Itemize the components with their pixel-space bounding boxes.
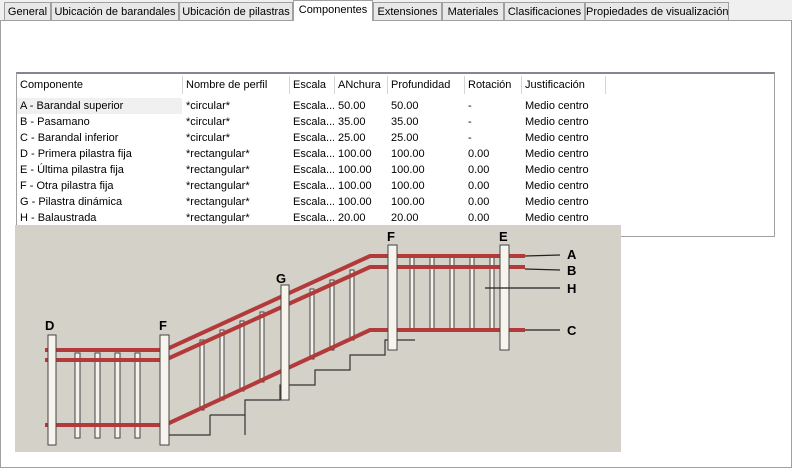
table-cell[interactable]: 35.00 [338,116,366,128]
column-header[interactable]: Profundidad [388,76,465,94]
table-cell[interactable]: Medio centro [525,100,589,112]
table-cell[interactable]: *circular* [186,132,231,144]
diagram-label: G [276,271,286,286]
tab[interactable]: General [4,2,51,20]
diagram-label: B [567,263,576,278]
diagram-label: H [567,281,576,296]
diagram-label: D [45,318,54,333]
table-cell[interactable]: Escala... [293,180,334,192]
diagram-label: F [159,318,167,333]
table-cell[interactable]: *circular* [186,116,231,128]
tab[interactable]: Clasificaciones [504,2,585,20]
table-cell[interactable]: 50.00 [391,100,419,112]
table-cell[interactable]: G - Pilastra dinámica [20,196,123,208]
table-cell[interactable]: Escala... [293,196,334,208]
table-cell[interactable]: Medio centro [525,212,589,224]
table-cell[interactable]: Medio centro [525,164,589,176]
table-cell[interactable]: 100.00 [338,196,372,208]
table-cell[interactable]: 0.00 [468,148,490,160]
diagram-label: E [499,229,508,244]
table-cell[interactable]: 100.00 [338,180,372,192]
tab[interactable]: Extensiones [373,2,442,20]
table-cell[interactable]: F - Otra pilastra fija [20,180,114,192]
diagram-label: C [567,323,577,338]
table-cell[interactable]: 0.00 [468,212,490,224]
table-cell[interactable]: A - Barandal superior [20,100,124,112]
table-cell[interactable]: 35.00 [391,116,419,128]
table-cell[interactable]: 20.00 [338,212,366,224]
table-cell[interactable]: Medio centro [525,196,589,208]
column-header[interactable]: Escala [290,76,335,94]
table-cell[interactable]: *rectangular* [186,196,250,208]
table-cell[interactable]: *circular* [186,100,231,112]
table-cell[interactable]: - [468,116,472,128]
table-cell[interactable]: Medio centro [525,116,589,128]
column-header[interactable]: Componente [17,76,183,94]
tab[interactable]: Ubicación de barandales [51,2,179,20]
column-header[interactable]: ANchura [335,76,388,94]
railing-diagram: A B H C D F G F E [15,225,621,452]
table-cell[interactable]: 50.00 [338,100,366,112]
table-cell[interactable]: 100.00 [391,180,425,192]
column-header[interactable]: Rotación [465,76,522,94]
column-header[interactable]: Nombre de perfil [183,76,290,94]
table-cell[interactable]: B - Pasamano [20,116,90,128]
table-cell[interactable]: H - Balaustrada [20,212,97,224]
table-cell[interactable]: *rectangular* [186,212,250,224]
table-cell[interactable]: E - Última pilastra fija [20,164,124,176]
table-cell[interactable]: Medio centro [525,180,589,192]
table-cell[interactable]: 100.00 [338,164,372,176]
tab[interactable]: Componentes [293,0,373,21]
table-cell[interactable]: Medio centro [525,148,589,160]
table-cell[interactable]: *rectangular* [186,180,250,192]
table-cell[interactable]: *rectangular* [186,164,250,176]
tab[interactable]: Ubicación de pilastras [179,2,293,20]
table-cell[interactable]: - [468,132,472,144]
table-cell[interactable]: 100.00 [338,148,372,160]
table-cell[interactable]: Escala... [293,212,334,224]
table-cell[interactable]: C - Barandal inferior [20,132,119,144]
table-cell[interactable]: 0.00 [468,164,490,176]
table-cell[interactable]: Escala... [293,164,334,176]
table-cell[interactable]: Escala... [293,100,334,112]
table-cell[interactable]: - [468,100,472,112]
diagram-label: A [567,247,577,262]
diagram-label: F [387,229,395,244]
table-cell[interactable]: Escala... [293,116,334,128]
table-cell[interactable]: 0.00 [468,180,490,192]
tab[interactable]: Materiales [442,2,504,20]
table-cell[interactable]: Escala... [293,148,334,160]
table-cell[interactable]: 100.00 [391,196,425,208]
table-cell[interactable]: 100.00 [391,148,425,160]
components-table: Componente Nombre de perfil Escala ANchura P… [16,72,775,237]
column-header[interactable]: Justificación [522,76,606,94]
tab[interactable]: Propiedades de visualización [585,2,729,20]
table-cell[interactable]: *rectangular* [186,148,250,160]
table-cell[interactable]: Medio centro [525,132,589,144]
table-cell[interactable]: Escala... [293,132,334,144]
table-cell[interactable]: 0.00 [468,196,490,208]
table-cell[interactable]: 100.00 [391,164,425,176]
table-cell[interactable]: 25.00 [391,132,419,144]
table-cell[interactable]: D - Primera pilastra fija [20,148,132,160]
table-cell[interactable]: 20.00 [391,212,419,224]
row-highlight [17,98,182,114]
table-cell[interactable]: 25.00 [338,132,366,144]
